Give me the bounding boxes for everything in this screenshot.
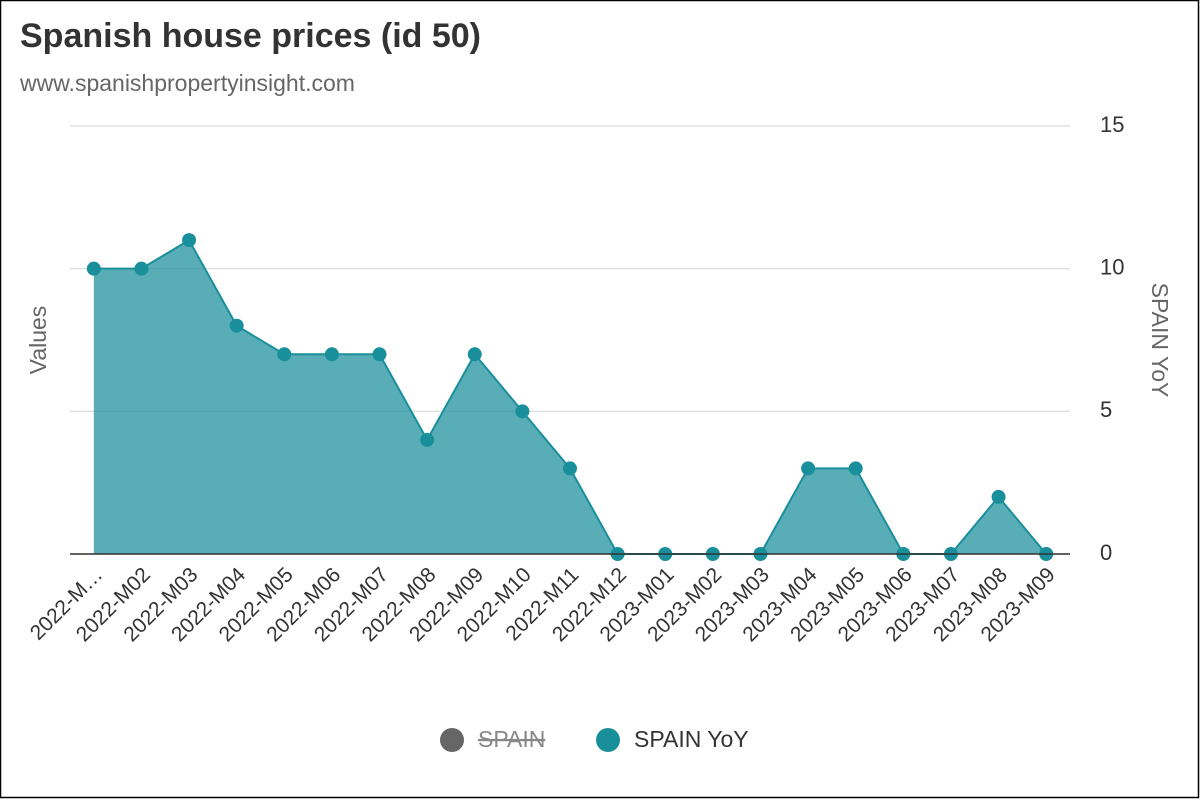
y2-tick-label: 5: [1100, 397, 1112, 422]
chart-title: Spanish house prices (id 50): [20, 17, 481, 55]
point: [324, 347, 339, 362]
point: [991, 489, 1006, 504]
y2-tick-label: 15: [1100, 112, 1124, 137]
point: [134, 261, 149, 276]
legend-marker: [440, 728, 464, 752]
point: [277, 347, 292, 362]
point: [848, 461, 863, 476]
chart-subtitle: www.spanishpropertyinsight.com: [19, 70, 355, 96]
point: [801, 461, 816, 476]
legend-label[interactable]: SPAIN: [478, 726, 545, 752]
area: [93, 240, 1047, 554]
y-axis-title: Values: [25, 306, 51, 375]
point: [563, 461, 577, 476]
point: [420, 432, 435, 447]
point: [515, 404, 530, 419]
legend-marker: [596, 728, 620, 752]
legend-label[interactable]: SPAIN YoY: [634, 726, 749, 752]
point: [467, 347, 482, 362]
point: [182, 233, 197, 248]
point: [86, 261, 101, 276]
y2-tick-label: 0: [1100, 540, 1112, 565]
y2-tick-label: 10: [1100, 254, 1124, 279]
y2-axis-title: SPAIN YoY: [1147, 283, 1173, 398]
point: [372, 347, 387, 362]
point: [229, 318, 244, 333]
